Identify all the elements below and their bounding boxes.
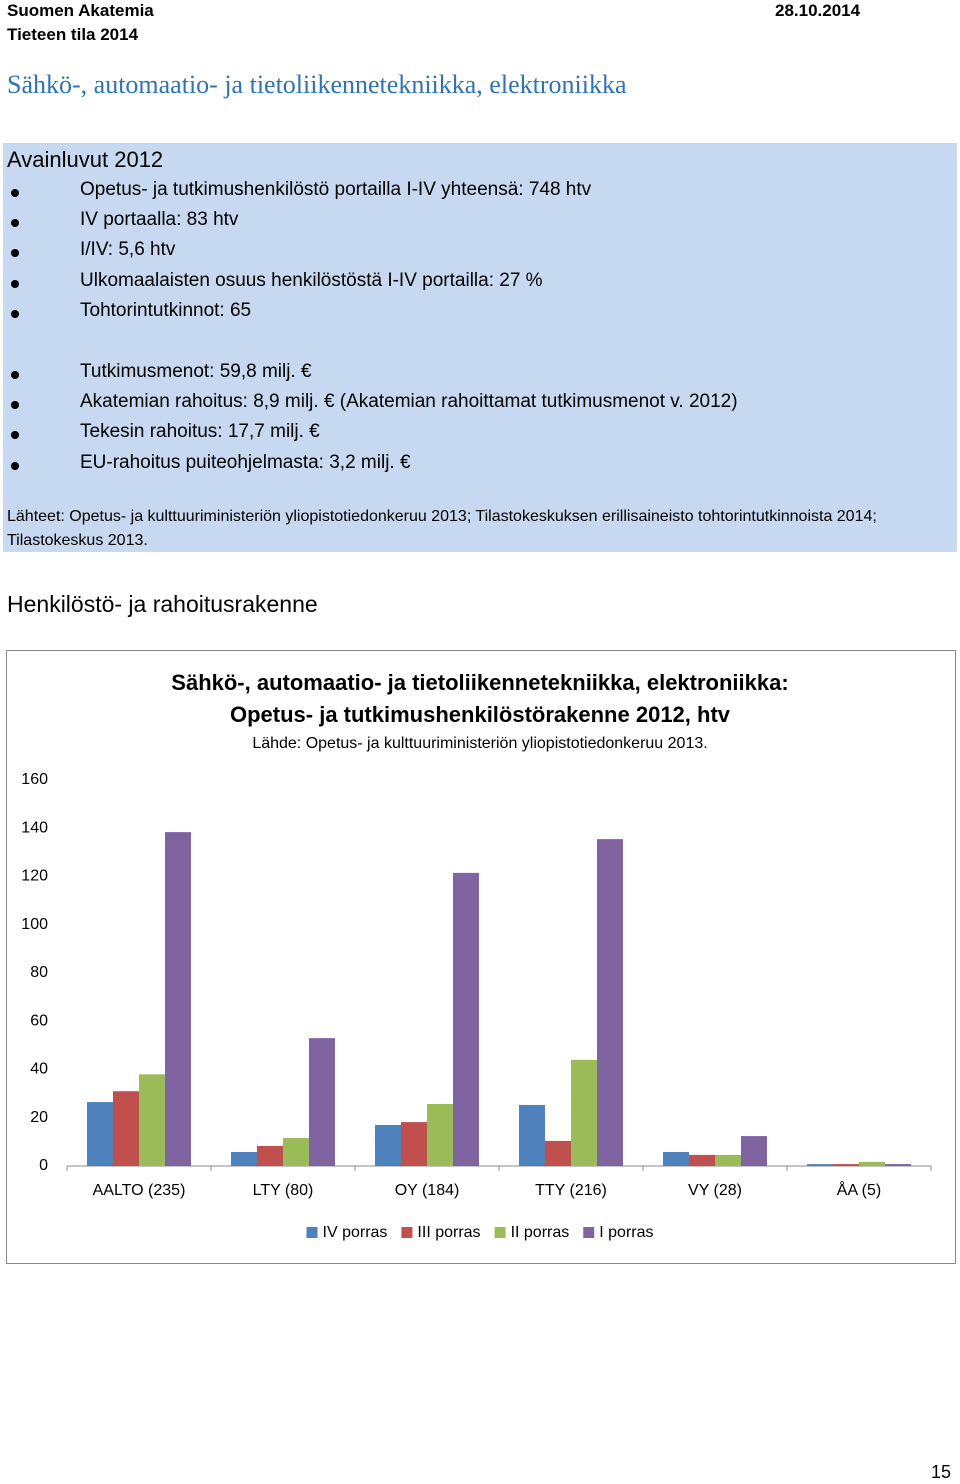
x-tick-label: VY (28) — [688, 1182, 742, 1199]
bar — [165, 832, 191, 1166]
bar — [87, 1102, 113, 1166]
legend-swatch — [494, 1227, 506, 1238]
bar — [453, 872, 479, 1166]
legend-label: I porras — [599, 1224, 653, 1241]
bar — [309, 1038, 335, 1166]
key-figure: Akatemian rahoitus: 8,9 milj. € (Akatemi… — [80, 391, 738, 413]
y-tick-label: 160 — [21, 771, 48, 788]
bullet — [11, 461, 19, 470]
legend-swatch — [401, 1227, 413, 1238]
key-figure: EU-rahoitus puiteohjelmasta: 3,2 milj. € — [80, 451, 411, 473]
bar — [663, 1152, 689, 1166]
x-tick-label: TTY (216) — [535, 1182, 607, 1199]
section-heading: Henkilöstö- ja rahoitusrakenne — [7, 591, 318, 617]
x-tick-label: ÅA (5) — [837, 1180, 881, 1199]
y-tick-label: 140 — [21, 819, 48, 836]
chart: Sähkö-, automaatio- ja tietoliikennetekn… — [6, 650, 956, 1264]
organization: Suomen Akatemia — [7, 1, 154, 20]
bar — [519, 1104, 545, 1166]
bar — [859, 1161, 885, 1166]
key-figures-heading: Avainluvut 2012 — [7, 147, 164, 172]
bullet — [11, 219, 19, 228]
sources: Lähteet: Opetus- ja kulttuuriministeriön… — [7, 508, 877, 549]
key-figures-box: Avainluvut 2012 Opetus- ja tutkimushenki… — [3, 143, 957, 552]
legend-swatch — [583, 1227, 595, 1238]
bullet — [11, 371, 19, 379]
bullet — [11, 431, 19, 440]
bar — [807, 1164, 833, 1166]
key-figure: I/IV: 5,6 htv — [80, 239, 176, 261]
page-number: 15 — [931, 1462, 952, 1482]
legend-label: III porras — [417, 1224, 480, 1241]
bar — [571, 1059, 597, 1166]
bar — [597, 839, 623, 1166]
key-figure: Opetus- ja tutkimushenkilöstö portailla … — [80, 179, 592, 200]
key-figure: Tutkimusmenot: 59,8 milj. € — [80, 361, 312, 382]
bar — [113, 1091, 139, 1166]
y-tick-label: 20 — [30, 1109, 48, 1126]
key-figure: Tekesin rahoitus: 17,7 milj. € — [80, 421, 320, 443]
bar — [741, 1136, 767, 1166]
key-figure: Ulkomaalaisten osuus henkilöstöstä I-IV … — [80, 269, 543, 291]
bar — [139, 1074, 165, 1166]
bar — [427, 1103, 453, 1166]
key-figure: IV portaalla: 83 htv — [80, 209, 239, 231]
bar — [833, 1164, 859, 1166]
bullet — [11, 249, 19, 258]
bar — [715, 1154, 741, 1166]
bullet — [11, 189, 19, 197]
y-tick-label: 40 — [30, 1061, 48, 1078]
y-tick-label: 60 — [30, 1012, 48, 1029]
x-tick-label: OY (184) — [395, 1182, 460, 1199]
y-tick-label: 0 — [39, 1157, 48, 1174]
chart-title: Opetus- ja tutkimushenkilöstörakenne 201… — [230, 702, 731, 727]
bullet — [11, 309, 19, 318]
chart-title: Sähkö-, automaatio- ja tietoliikennetekn… — [171, 670, 788, 695]
bar — [231, 1152, 257, 1166]
bar — [545, 1140, 571, 1166]
x-tick-label: LTY (80) — [253, 1182, 314, 1199]
bar — [283, 1138, 309, 1166]
y-tick-label: 120 — [21, 868, 48, 885]
legend-label: IV porras — [323, 1224, 388, 1241]
legend-swatch — [306, 1227, 318, 1238]
bullet — [11, 279, 19, 288]
key-figure: Tohtorintutkinnot: 65 — [80, 299, 252, 321]
bar — [689, 1154, 715, 1166]
bar — [375, 1124, 401, 1166]
x-tick-label: AALTO (235) — [93, 1182, 186, 1199]
chart-subtitle: Lähde: Opetus- ja kulttuuriministeriön y… — [252, 735, 707, 752]
y-tick-label: 80 — [30, 964, 48, 981]
bar — [257, 1145, 283, 1166]
bar — [885, 1164, 911, 1166]
y-tick-label: 100 — [21, 916, 48, 933]
legend-label: II porras — [511, 1224, 570, 1241]
date: 28.10.2014 — [775, 1, 861, 20]
bullet — [11, 401, 19, 410]
bar — [401, 1122, 427, 1166]
report-name: Tieteen tila 2014 — [7, 25, 139, 44]
page-title: Sähkö-, automaatio- ja tietoliikennetekn… — [7, 70, 627, 99]
